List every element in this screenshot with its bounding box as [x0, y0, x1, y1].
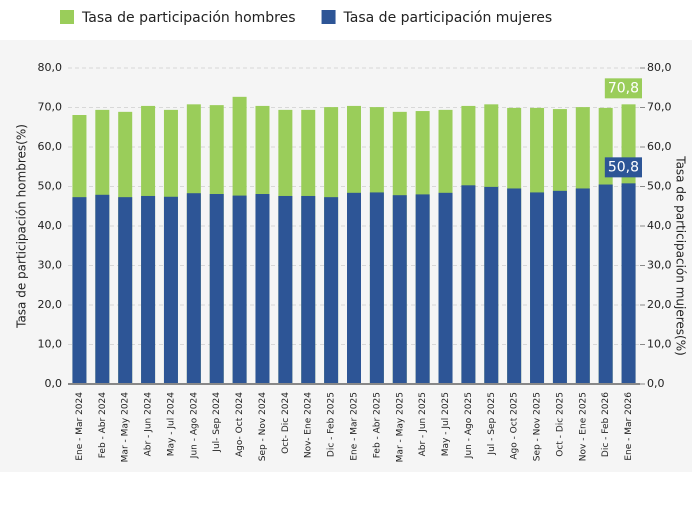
y-axis-title: Tasa de participación hombres(%): [15, 124, 29, 329]
bar: [507, 188, 522, 384]
bar: [461, 185, 476, 384]
x-tick-label: Oct- Dic 2024: [281, 392, 291, 454]
x-tick-label: Nov - Ene 2025: [578, 392, 588, 461]
x-tick-label: Dic - Feb 2026: [601, 392, 611, 457]
y2-tick-label: 50,0: [647, 180, 672, 193]
x-tick-label: Ago - Oct 2025: [510, 392, 520, 460]
y2-tick-label: 20,0: [647, 298, 672, 311]
y-tick-label: 80,0: [38, 61, 63, 74]
bar: [95, 194, 110, 384]
bar: [301, 195, 316, 384]
y-tick-label: 60,0: [38, 140, 63, 153]
y2-tick-label: 0,0: [647, 377, 665, 390]
y-tick-label: 0,0: [45, 377, 63, 390]
x-tick-label: Ene - Mar 2024: [75, 392, 85, 461]
bar: [186, 193, 201, 384]
y2-tick-label: 40,0: [647, 219, 672, 232]
x-tick-label: Dic - Feb 2025: [327, 392, 337, 457]
y2-tick-label: 30,0: [647, 259, 672, 272]
bar: [552, 190, 567, 384]
x-tick-label: Sep - Nov 2025: [533, 392, 543, 461]
y-tick-label: 10,0: [38, 338, 63, 351]
y2-tick-label: 70,0: [647, 101, 672, 114]
bar: [278, 195, 293, 384]
bar: [141, 195, 156, 384]
x-tick-label: Abr - Jun 2025: [418, 392, 428, 456]
x-tick-label: Mar - May 2025: [395, 392, 405, 462]
y-tick-label: 40,0: [38, 219, 63, 232]
y-tick-label: 20,0: [38, 298, 63, 311]
x-tick-label: May - Jul 2024: [166, 392, 176, 456]
x-tick-label: Nov- Ene 2024: [304, 392, 314, 458]
value-label: 50,8: [608, 159, 639, 175]
legend-swatch: [60, 10, 74, 24]
x-tick-label: Jul - Sep 2025: [487, 392, 497, 456]
y2-tick-label: 60,0: [647, 140, 672, 153]
bar: [598, 184, 613, 384]
bar: [347, 192, 361, 384]
bar: [484, 186, 499, 384]
x-tick-label: Ago- Oct 2024: [235, 392, 245, 457]
y2-tick-label: 10,0: [647, 338, 672, 351]
bar: [415, 194, 430, 384]
x-tick-label: Jun - Ago 2025: [464, 392, 474, 459]
bar: [255, 194, 270, 384]
bar: [369, 192, 384, 384]
y-tick-label: 30,0: [38, 259, 63, 272]
y2-axis-title: Tasa de participación mujeres(%): [674, 155, 688, 356]
bar: [621, 183, 636, 384]
bar: [438, 192, 453, 384]
x-tick-label: Mar - May 2024: [121, 392, 131, 463]
x-tick-label: Ene - Mar 2025: [350, 392, 360, 461]
x-tick-label: Abr - Jun 2024: [144, 392, 154, 457]
x-tick-label: Sep - Nov 2024: [258, 392, 268, 462]
bar: [530, 192, 545, 384]
y2-tick-label: 80,0: [647, 61, 672, 74]
legend-label: Tasa de participación mujeres: [343, 10, 553, 26]
bar: [209, 194, 224, 384]
value-label: 70,8: [608, 80, 639, 96]
bar: [392, 195, 407, 384]
legend-swatch: [321, 10, 336, 24]
bar: [324, 197, 339, 384]
x-tick-label: May - Jul 2025: [441, 392, 451, 456]
bar: [232, 195, 247, 384]
y-tick-label: 70,0: [38, 101, 63, 114]
x-tick-label: Ene - Mar 2026: [624, 392, 634, 461]
y-tick-label: 50,0: [38, 180, 63, 193]
value-label-box: [604, 78, 642, 99]
bar: [575, 188, 590, 384]
bar: [72, 197, 87, 384]
x-tick-label: Feb - Abr 2025: [372, 392, 382, 458]
x-tick-label: Feb - Abr 2024: [98, 392, 108, 459]
value-label-box: [604, 157, 642, 178]
x-tick-label: Oct - Dic 2025: [555, 392, 565, 457]
x-tick-label: Jun - Ago 2024: [189, 392, 199, 459]
x-tick-label: Jul- Sep 2024: [212, 392, 222, 453]
bar: [118, 197, 133, 384]
bar: [163, 196, 178, 384]
legend-label: Tasa de participación hombres: [81, 10, 296, 26]
